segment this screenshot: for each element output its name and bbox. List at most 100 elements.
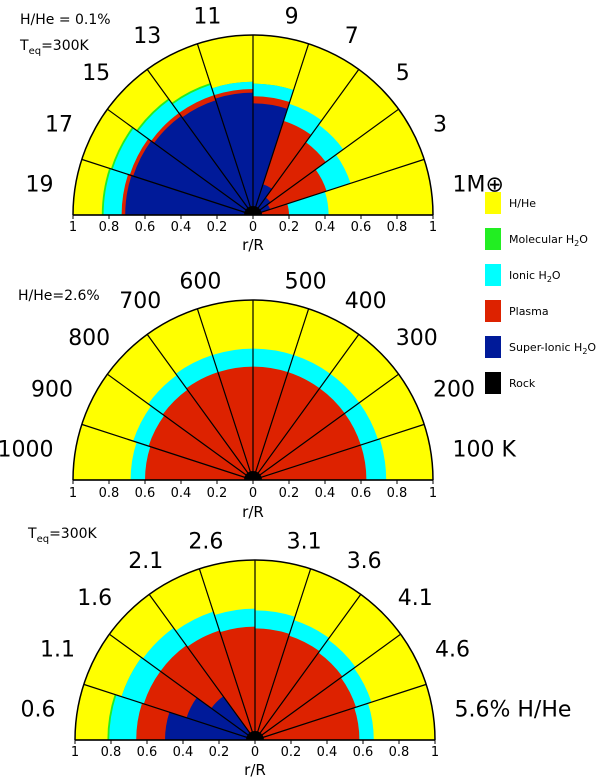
- panel-1-xtick-label-10: 1: [429, 220, 437, 235]
- panel-2-wedge-label-1: 200: [433, 377, 475, 402]
- panel-2-radial-line-8: [107, 373, 254, 481]
- panel-3-wedge-2.1-plasma-layer: [187, 630, 255, 740]
- panel-2-wedge-200-plasma-layer: [253, 413, 361, 480]
- panel-2-radial-line-7: [146, 334, 254, 481]
- panel-2-xlabel: r/R: [242, 503, 264, 521]
- panel-1-annotation: H/He = 0.1% Teq=300K: [19, 12, 111, 57]
- panel-1-wedge-13: [147, 43, 253, 216]
- legend-swatch-2: [485, 264, 501, 286]
- panel-1-xtick-label-5: 0: [249, 220, 257, 235]
- panel-3-xtick-label-6: 0.2: [281, 745, 302, 760]
- panel-1-xlabel: r/R: [242, 236, 264, 254]
- panel-3-wedge-label-0: 5.6% H/He: [455, 697, 572, 722]
- panel-2-wedge-800-plasma-layer: [162, 389, 253, 480]
- panel-3-xtick-label-10: 1: [431, 745, 439, 760]
- panel-1-wedge-label-4: 9: [285, 5, 299, 30]
- panel-1-wedge-label-2: 5: [396, 61, 410, 86]
- panel-2-wedge-800: [107, 334, 253, 480]
- panel-2-wedge-label-6: 700: [119, 289, 161, 314]
- panel-1-xtick-label-0: 1: [69, 220, 77, 235]
- panel-3-wedge-1.1: [83, 634, 255, 740]
- panel-2-radial-line-4: [252, 308, 310, 481]
- panel-2-wedge-300: [253, 334, 399, 480]
- panel-2-radial-line-6: [196, 308, 254, 481]
- panel-1-xtick-label-9: 0.8: [387, 220, 408, 235]
- panel-1-wedge-17-superionic-layer: [133, 140, 253, 215]
- panel-3-annotation: Teq=300K: [27, 526, 98, 545]
- panel-2-xtick-label-6: 0.2: [279, 486, 300, 501]
- panel-3-radial-line-7: [148, 594, 256, 741]
- panel-3-wedge-label-4: 3.1: [287, 530, 322, 555]
- panel-1-wedge-5: [253, 69, 399, 215]
- panel-2-xtick-label-9: 0.8: [387, 486, 408, 501]
- panel-3-wedge-label-8: 1.1: [40, 637, 75, 662]
- panel-2-radial-line-3: [252, 334, 360, 481]
- panel-2-radial-line-9: [81, 423, 254, 481]
- panel-2-wedge-label-9: 1000: [0, 437, 54, 462]
- panel-2-wedge-900-plasma-layer: [148, 415, 253, 480]
- legend-swatch-0: [485, 192, 501, 214]
- panel-1-wedge-label-7: 15: [82, 61, 110, 86]
- panel-1-radial-line-6: [196, 43, 254, 216]
- panel-3-wedge-label-2: 4.1: [398, 586, 433, 611]
- panel-2-xtick-label-2: 0.6: [135, 486, 156, 501]
- panel-3-wedge-1.1-superionic-layer: [186, 697, 255, 740]
- panel-2-wedge-label-2: 300: [396, 326, 438, 351]
- panel-1-wedge-5-plasma-layer: [253, 142, 326, 215]
- panel-1-wedge-13-superionic-layer: [182, 100, 253, 215]
- panel-1-radial-line-1: [252, 158, 425, 216]
- legend-label-2: Ionic H2O: [509, 269, 561, 284]
- panel-2-xtick-label-0: 1: [69, 486, 77, 501]
- panel-3-radial-line-4: [254, 568, 312, 741]
- panel-1-radial-line-3: [252, 69, 360, 216]
- panel-1-wedge-label-6: 13: [133, 24, 161, 49]
- panel-1-outer-arc: [72, 34, 434, 216]
- panel-1-wedge-label-9: 19: [26, 172, 54, 197]
- panel-2-wedge-700: [147, 308, 253, 480]
- panel-2-wedge-200: [253, 374, 425, 480]
- panel-1-radial-line-9: [81, 158, 254, 216]
- panel-3-wedge-1.6: [109, 594, 255, 740]
- panel-2-xtick-label-1: 0.8: [99, 486, 120, 501]
- panel-2-wedge-label-3: 400: [345, 289, 387, 314]
- panel-3-wedge-4.1-plasma-layer: [255, 652, 343, 740]
- panel-3-xtick-label-9: 0.8: [389, 745, 410, 760]
- panel-1-wedge-label-3: 7: [345, 24, 359, 49]
- panel-3-radial-line-9: [83, 683, 256, 741]
- panel-1-wedge-17: [81, 109, 254, 215]
- legend-label-0: H/He: [509, 197, 536, 210]
- panel-1-radial-line-8: [107, 108, 254, 216]
- panel-2-title: H/He=2.6%: [18, 288, 100, 304]
- panel-1-wedge-15: [107, 69, 253, 215]
- panel-2-xtick-label-8: 0.6: [351, 486, 372, 501]
- panel-3-radial-line-2: [254, 633, 401, 741]
- panel-2-xtick-label-7: 0.4: [315, 486, 336, 501]
- panel-1-xtick-label-7: 0.4: [315, 220, 336, 235]
- panel-1-wedge-label-1: 3: [433, 112, 447, 137]
- panel-3-wedge-label-6: 2.1: [128, 549, 163, 574]
- panel-1-xtick-label-2: 0.6: [135, 220, 156, 235]
- panel-3-wedge-3.6: [255, 568, 361, 740]
- panel-2-xtick-label-3: 0.4: [171, 486, 192, 501]
- panel-2-radial-line-1: [252, 423, 425, 481]
- panel-3-wedge-label-3: 3.6: [347, 549, 382, 574]
- panel-2-wedge-400: [253, 308, 359, 480]
- panel-1-wedge-7: [253, 43, 359, 216]
- panel-3-xtick-label-8: 0.6: [353, 745, 374, 760]
- legend-swatch-3: [485, 300, 501, 322]
- panel-1-teq-tail: =300K: [41, 38, 89, 54]
- legend-label-4: Super-Ionic H2O: [509, 341, 596, 356]
- panel-2: 100 K 200 300 400 500 600 700 800 900 1000 1 0.8 0.6…: [0, 270, 516, 522]
- panel-2-xtick-label-10: 1: [429, 486, 437, 501]
- panel-3-radial-line-1: [254, 683, 427, 741]
- panel-3-wedge-label-5: 2.6: [188, 530, 223, 555]
- panel-3-xtick-label-0: 1: [71, 745, 79, 760]
- panel-1-radial-line-2: [252, 108, 399, 216]
- panel-1-wedge-label-5: 11: [193, 5, 221, 30]
- panel-2-wedge-400-plasma-layer: [253, 372, 320, 480]
- panel-2-annotation: H/He=2.6%: [18, 288, 100, 304]
- panel-1-wedge-3: [253, 109, 425, 215]
- panel-1-teq-main: T: [19, 38, 29, 54]
